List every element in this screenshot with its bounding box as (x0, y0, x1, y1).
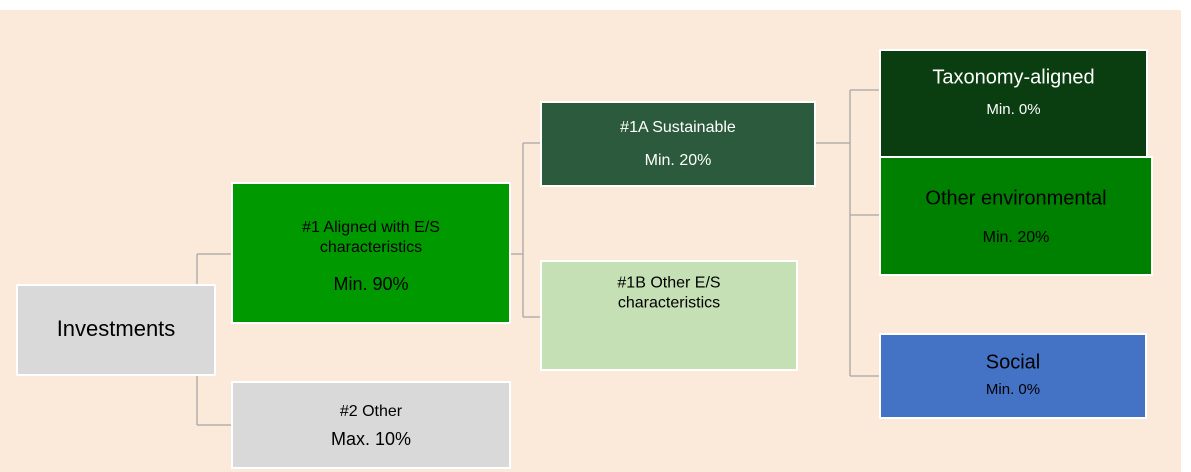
node-label: Other environmental (925, 187, 1106, 209)
node: Taxonomy-aligned Min. 0% (879, 49, 1148, 161)
node: #1 Aligned with E/S characteristics Min. 9… (231, 182, 511, 324)
node-box (16, 284, 216, 376)
node-box (879, 333, 1147, 419)
node-box (540, 260, 798, 371)
node-label: #1 Aligned with E/S (302, 219, 440, 236)
node-label: Taxonomy-aligned (932, 66, 1094, 88)
node: Other environmental Min. 20% (879, 156, 1153, 276)
node-label: characteristics (320, 239, 422, 256)
node: #1B Other E/S characteristics (540, 260, 798, 371)
node: #1A Sustainable Min. 20% (540, 101, 816, 187)
node-label: Social (986, 351, 1040, 373)
node-label: Min. 20% (983, 229, 1050, 246)
node-label: Min. 90% (333, 274, 408, 294)
node-label: #2 Other (340, 403, 403, 420)
node-box (231, 381, 511, 469)
connector (510, 142, 541, 318)
node-box (879, 156, 1153, 276)
node-label: characteristics (618, 295, 720, 312)
node: Investments (16, 284, 216, 376)
node-label: Min. 0% (986, 381, 1040, 398)
connectors (196, 89, 880, 426)
node-label: #1A Sustainable (620, 119, 736, 136)
node-label: Investments (57, 316, 176, 341)
connector (815, 89, 880, 377)
node-label: Min. 0% (986, 101, 1040, 118)
node: #2 Other Max. 10% (231, 381, 511, 469)
node-label: Max. 10% (331, 429, 411, 449)
node-label: Min. 20% (645, 152, 712, 169)
node: Social Min. 0% (879, 333, 1147, 419)
node-box (540, 101, 816, 187)
node-label: #1B Other E/S (617, 275, 720, 292)
node-box (231, 182, 511, 324)
